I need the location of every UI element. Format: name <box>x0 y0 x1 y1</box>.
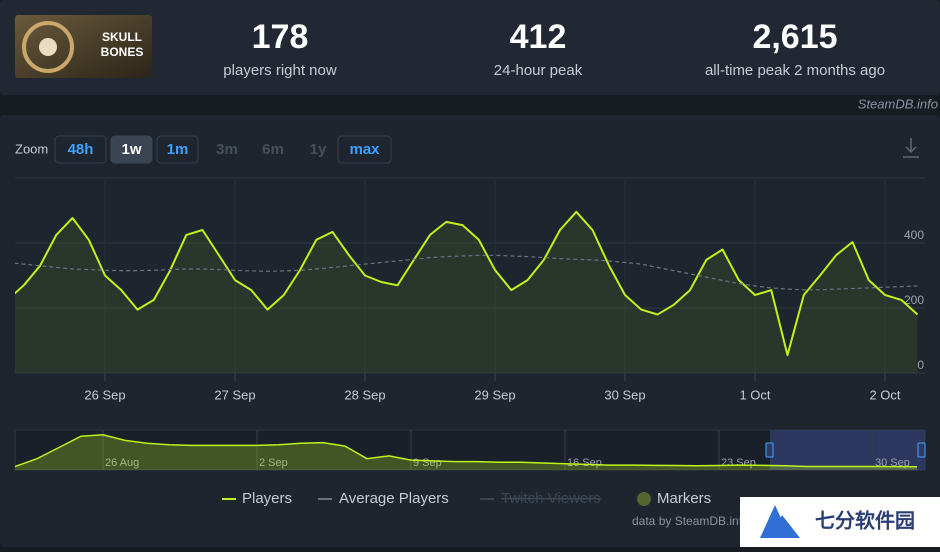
navigator-label: 2 Sep <box>259 457 288 469</box>
legend-item[interactable]: Players <box>242 490 292 507</box>
logo-skull <box>39 38 57 56</box>
navigator-area <box>15 434 917 470</box>
zoom-option[interactable]: 1m <box>167 141 189 158</box>
y-tick-label: 0 <box>917 358 924 372</box>
average-line <box>15 254 918 291</box>
stat-label: all-time peak 2 months ago <box>705 62 885 79</box>
players-line <box>15 210 919 357</box>
stats-panel <box>0 0 940 95</box>
x-tick-label: 27 Sep <box>214 387 255 402</box>
watermark-logo <box>760 505 800 538</box>
logo-text: SKULL <box>102 30 142 44</box>
watermark: 七分软件园 <box>815 508 915 532</box>
zoom-option[interactable]: 6m <box>262 141 284 158</box>
zoom-label: Zoom <box>15 141 48 156</box>
stat-label: players right now <box>223 62 337 79</box>
zoom-button[interactable] <box>110 135 153 164</box>
legend-item[interactable]: Twitch Viewers <box>501 490 601 507</box>
zoom-option[interactable]: 1y <box>310 141 327 158</box>
zoom-option[interactable]: 48h <box>68 141 94 158</box>
source-link[interactable]: SteamDB.info <box>858 96 938 111</box>
area-fill <box>15 211 918 373</box>
x-tick-label: 29 Sep <box>474 387 515 402</box>
game-logo <box>15 15 152 78</box>
navigator-plot <box>15 434 918 470</box>
zoom-option[interactable]: 3m <box>216 141 238 158</box>
stat-value: 2,615 <box>752 18 837 56</box>
stat-value: 412 <box>510 18 567 56</box>
navigator-selection[interactable] <box>770 430 925 470</box>
zoom-option[interactable]: max <box>349 141 380 158</box>
logo-text: BONES <box>101 45 144 59</box>
plot <box>15 210 919 373</box>
zoom-button[interactable] <box>156 135 199 164</box>
legend-item[interactable]: Average Players <box>339 490 449 507</box>
zoom-button[interactable] <box>337 135 392 164</box>
x-tick-label: 30 Sep <box>604 387 645 402</box>
navigator-label: 26 Aug <box>105 457 139 469</box>
legend-swatch <box>637 492 651 506</box>
zoom-button[interactable] <box>54 135 107 164</box>
download-icon[interactable] <box>903 138 919 158</box>
x-tick-label: 1 Oct <box>739 387 770 402</box>
navigator-line <box>15 434 918 468</box>
y-tick-label: 400 <box>904 228 924 242</box>
navigator-handle[interactable] <box>765 442 774 458</box>
zoom-option[interactable]: 1w <box>121 141 141 158</box>
stat-label: 24-hour peak <box>494 62 583 79</box>
x-tick-label: 26 Sep <box>84 387 125 402</box>
x-tick-label: 2 Oct <box>869 387 900 402</box>
y-tick-label: 200 <box>904 293 924 307</box>
navigator-handle[interactable] <box>917 442 926 458</box>
footer: data by SteamDB.info <box>632 514 749 528</box>
stat-value: 178 <box>252 18 309 56</box>
logo-wheel <box>22 21 74 73</box>
x-tick-label: 28 Sep <box>344 387 385 402</box>
legend-item[interactable]: Markers <box>657 490 711 507</box>
navigator-label: 16 Sep <box>567 457 602 469</box>
